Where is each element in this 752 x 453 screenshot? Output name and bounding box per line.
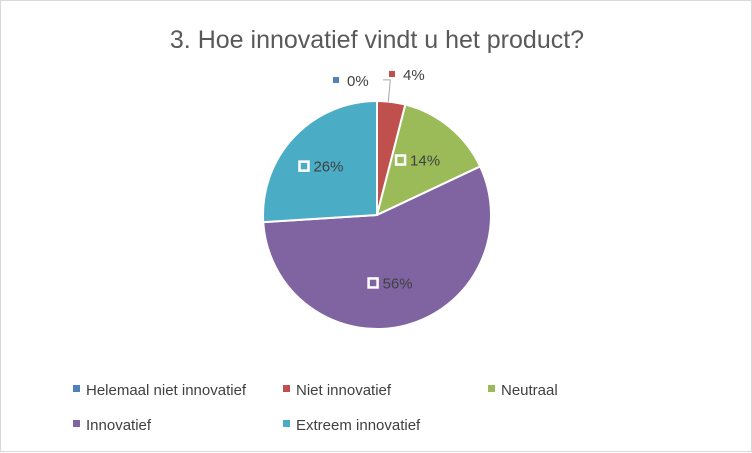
legend-swatch-extreem-innovatief: [283, 420, 290, 427]
chart-title: 3. Hoe innovatief vindt u het product?: [170, 26, 584, 54]
data-label-helemaal-niet-innovatief: 0%: [347, 73, 369, 90]
data-label-marker-extreem-innovatief: [298, 160, 310, 172]
legend-swatch-innovatief: [73, 420, 80, 427]
data-label-niet-innovatief: 4%: [403, 67, 425, 84]
pie-slice-neutraal: [375, 103, 482, 217]
legend-label-innovatief: Innovatief: [86, 417, 152, 434]
legend-swatch-helemaal-niet-innovatief: [73, 385, 80, 392]
legend-label-extreem-innovatief: Extreem innovatief: [296, 417, 421, 434]
data-label-neutraal: 14%: [410, 153, 440, 170]
data-label-innovatief: 56%: [383, 275, 413, 292]
data-label-marker-niet-innovatief: [389, 71, 395, 77]
data-label-marker-neutraal: [394, 154, 407, 166]
pie-slice-innovatief: [262, 165, 492, 330]
legend-swatch-niet-innovatief: [283, 385, 290, 392]
data-label-marker-helemaal-niet-innovatief: [333, 77, 339, 83]
data-label-extreem-innovatief: 26%: [313, 159, 343, 176]
leader-line-niet-innovatief: [383, 79, 391, 102]
legend-label-neutraal: Neutraal: [501, 382, 558, 399]
data-label-marker-innovatief: [367, 277, 379, 289]
legend-swatch-neutraal: [488, 385, 495, 392]
legend-label-helemaal-niet-innovatief: Helemaal niet innovatief: [86, 382, 247, 399]
pie-slice-extreem-innovatief: [262, 99, 378, 224]
legend-label-niet-innovatief: Niet innovatief: [296, 382, 392, 399]
